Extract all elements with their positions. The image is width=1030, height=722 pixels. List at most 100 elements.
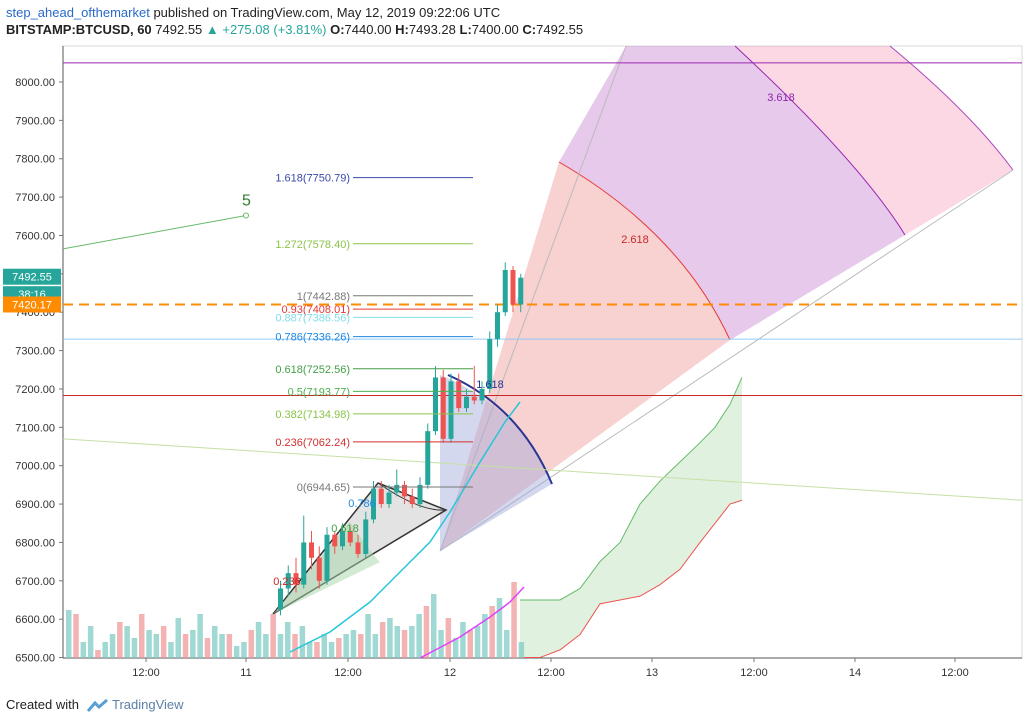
volume-bar — [80, 642, 87, 658]
y-tick-label: 7300.00 — [15, 346, 55, 358]
fib-level-label: 0.887(7386.56) — [275, 312, 350, 324]
volume-bar — [190, 630, 196, 658]
fib-level-label: 0.236(7062.24) — [275, 437, 350, 449]
tradingview-brand[interactable]: TradingView — [112, 697, 184, 712]
volume-bar — [139, 614, 145, 658]
orange-line-badge-bg — [3, 296, 61, 313]
wave-trend-line — [62, 215, 247, 250]
volume-bar — [496, 598, 503, 658]
y-tick-label: 6500.00 — [15, 653, 55, 665]
low-value: 7400.00 — [471, 22, 519, 37]
volume-bar — [197, 614, 203, 658]
candle-body — [378, 488, 384, 505]
volume-bar — [438, 630, 444, 658]
candle-body — [440, 377, 446, 439]
candle-body — [502, 270, 508, 313]
publish-info: step_ahead_ofthemarket published on Trad… — [6, 4, 1026, 21]
fib-level-label: 1.272(7578.40) — [275, 239, 350, 251]
volume-bar — [131, 638, 138, 658]
volume-bar — [358, 634, 364, 658]
candle-body — [355, 542, 361, 554]
ichimoku-span-b — [520, 499, 743, 659]
fan-edge-lower — [439, 169, 1014, 552]
low-label: L: — [459, 22, 472, 37]
volume-bar — [460, 622, 466, 658]
candle-body — [433, 377, 438, 432]
volume-bar — [299, 626, 306, 658]
fib-level-label: 1(7442.88) — [297, 291, 350, 303]
created-with-text: Created with — [6, 697, 79, 712]
volume-bar — [292, 634, 298, 658]
volume-bar — [452, 638, 459, 658]
candle-body — [371, 488, 376, 520]
tradingview-logo-icon — [86, 698, 108, 712]
volume-bar — [124, 626, 130, 658]
volume-bar — [394, 626, 400, 658]
x-tick-label: 11 — [240, 667, 251, 679]
author-link[interactable]: step_ahead_ofthemarket — [6, 5, 150, 20]
y-tick-label: 7900.00 — [15, 115, 55, 127]
candle-body — [278, 588, 283, 610]
volume-bar — [160, 626, 167, 658]
volume-bar — [117, 622, 123, 658]
candle-body — [464, 396, 469, 409]
last-price-badge: 7492.55 — [12, 272, 52, 284]
candle-body — [363, 519, 369, 554]
fan-label: 2.618 — [621, 234, 649, 246]
y-tick-label: 7700.00 — [15, 192, 55, 204]
moving-average-magenta — [419, 586, 525, 659]
volume-bar — [226, 634, 233, 658]
orange-line-badge: 7420.17 — [12, 299, 52, 311]
y-tick-label: 7000.00 — [15, 461, 55, 473]
volume-bar — [365, 614, 371, 658]
volume-bar — [66, 610, 72, 658]
candle-body — [409, 496, 415, 505]
price-chart[interactable]: 8000.007900.007800.007700.007600.007500.… — [0, 42, 1030, 692]
fan-edge-upper — [439, 45, 627, 552]
candle-body — [471, 396, 477, 401]
volume-bar — [277, 634, 284, 658]
volume-bar — [306, 642, 313, 658]
moving-average-cyan — [289, 401, 521, 653]
symbol-label[interactable]: BITSTAMP:BTCUSD, 60 — [6, 22, 152, 37]
fib-level-label: 0.5(7193.77) — [288, 386, 350, 398]
x-tick-label: 12:00 — [941, 667, 969, 679]
volume-bar — [467, 630, 473, 658]
volume-bar — [431, 594, 437, 658]
candle-body — [417, 484, 423, 505]
candle-body — [316, 557, 322, 581]
candle-body — [301, 542, 307, 585]
wave-label: 5 — [242, 193, 251, 210]
volume-bar — [233, 646, 240, 658]
x-tick-label: 12:00 — [334, 667, 362, 679]
ohlc-legend: BITSTAMP:BTCUSD, 60 7492.55 ▲ +275.08 (+… — [6, 21, 1026, 39]
volume-bar — [285, 622, 291, 658]
y-tick-label: 6700.00 — [15, 576, 55, 588]
fib-level-label: 0(6944.65) — [297, 482, 350, 494]
volume-bar — [314, 642, 320, 658]
fib-level-label: 0.93(7408.01) — [282, 304, 351, 316]
candle-body — [510, 270, 516, 305]
volume-bar — [146, 630, 152, 658]
volume-bar — [175, 618, 181, 658]
high-value: 7493.28 — [408, 22, 456, 37]
fib-level-label: 1.618(7750.79) — [275, 173, 350, 185]
x-tick-label: 14 — [849, 667, 861, 679]
price-change: ▲ +275.08 (+3.81%) — [205, 22, 327, 37]
x-tick-label: 12:00 — [740, 667, 768, 679]
volume-bar — [511, 582, 517, 658]
volume-bar — [248, 630, 254, 658]
fan-arc-3618 — [734, 45, 906, 236]
volume-bar — [518, 642, 525, 658]
plot-area — [62, 45, 1023, 659]
y-tick-label: 6900.00 — [15, 499, 55, 511]
volume-bar — [270, 614, 276, 658]
volume-bar — [87, 626, 94, 658]
y-tick-label: 8000.00 — [15, 77, 55, 89]
x-tick-label: 12:00 — [537, 667, 565, 679]
volume-bar — [445, 618, 452, 658]
close-label: C: — [522, 22, 537, 37]
candle-body — [394, 484, 400, 493]
candle-body — [479, 388, 485, 401]
candle-body — [293, 573, 299, 585]
